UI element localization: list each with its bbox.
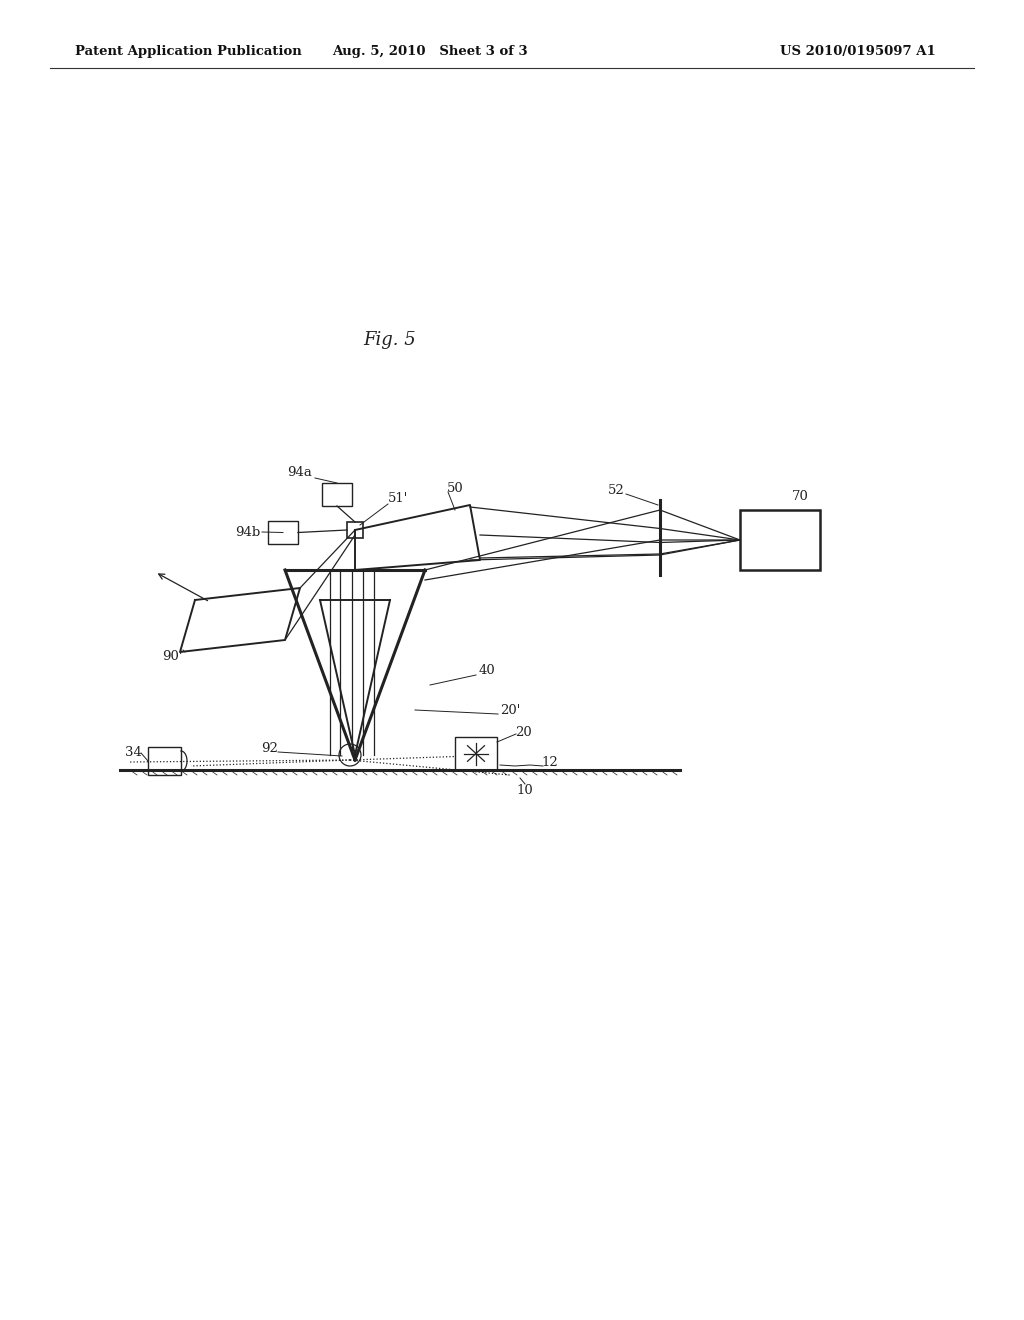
- Text: 50: 50: [446, 482, 464, 495]
- Text: 20': 20': [500, 704, 520, 717]
- Text: 12: 12: [542, 755, 558, 768]
- Text: 90': 90': [162, 649, 182, 663]
- Text: 20: 20: [516, 726, 532, 738]
- Bar: [322, 483, 352, 506]
- Bar: [740, 510, 820, 570]
- Text: 70: 70: [792, 491, 808, 503]
- Text: 94b: 94b: [236, 525, 261, 539]
- Text: Fig. 5: Fig. 5: [364, 331, 417, 348]
- Text: Patent Application Publication: Patent Application Publication: [75, 45, 302, 58]
- Bar: [148, 747, 181, 775]
- Text: 10: 10: [517, 784, 534, 796]
- Text: Aug. 5, 2010   Sheet 3 of 3: Aug. 5, 2010 Sheet 3 of 3: [332, 45, 527, 58]
- Text: 51': 51': [388, 491, 409, 504]
- Bar: [455, 737, 497, 770]
- Text: US 2010/0195097 A1: US 2010/0195097 A1: [780, 45, 936, 58]
- Text: 34: 34: [125, 746, 141, 759]
- Text: 94a: 94a: [288, 466, 312, 479]
- Bar: [268, 521, 298, 544]
- Text: 52: 52: [607, 483, 625, 496]
- Bar: [347, 521, 362, 539]
- Text: 40: 40: [478, 664, 496, 676]
- Text: 92: 92: [261, 742, 279, 755]
